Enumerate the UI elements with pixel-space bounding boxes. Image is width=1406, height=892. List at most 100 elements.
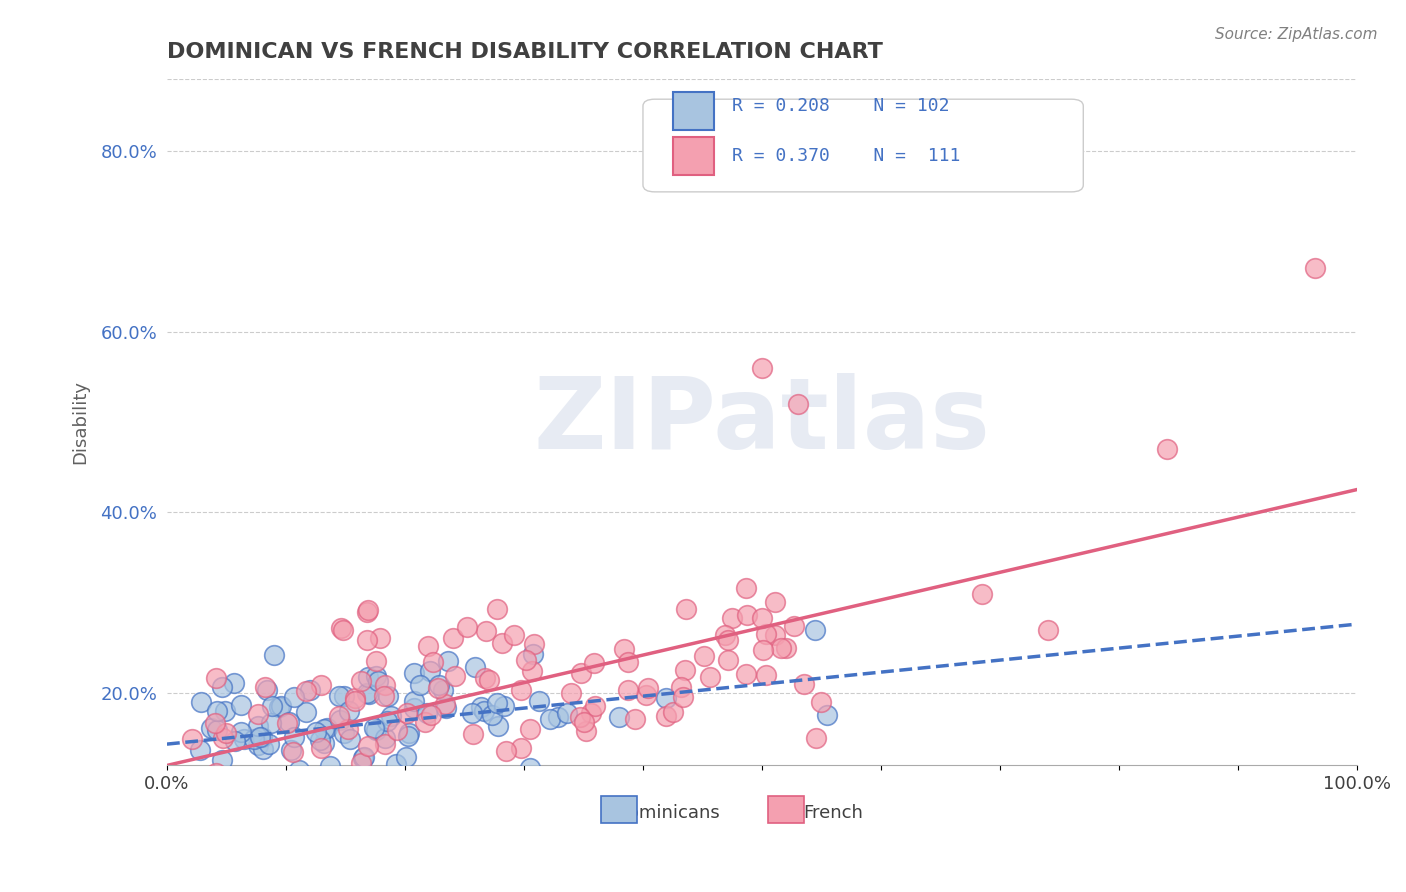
Point <box>495 744 517 758</box>
Point <box>378 794 401 808</box>
Point <box>374 783 396 797</box>
Point <box>309 733 332 747</box>
Point <box>224 774 246 789</box>
Point <box>418 639 440 653</box>
Point <box>270 699 292 714</box>
Point <box>734 666 756 681</box>
Point <box>307 781 329 796</box>
Text: R = 0.370    N =  111: R = 0.370 N = 111 <box>733 147 960 165</box>
Point <box>374 731 396 745</box>
Point <box>333 794 356 808</box>
Point <box>609 710 631 724</box>
Point <box>377 690 399 704</box>
Point <box>207 705 229 719</box>
Point <box>357 687 380 701</box>
Point <box>280 776 302 790</box>
Point <box>775 640 797 655</box>
Y-axis label: Disability: Disability <box>72 380 89 464</box>
Point <box>321 778 343 792</box>
Point <box>494 698 516 713</box>
Point <box>316 721 339 735</box>
Point <box>461 727 484 741</box>
Point <box>280 742 302 756</box>
Point <box>486 697 509 711</box>
FancyBboxPatch shape <box>672 93 714 130</box>
Point <box>385 757 408 772</box>
Point <box>232 732 254 747</box>
Point <box>502 628 524 642</box>
Point <box>489 775 512 789</box>
Point <box>200 721 222 735</box>
Point <box>356 794 378 808</box>
Point <box>420 708 443 723</box>
FancyBboxPatch shape <box>672 137 714 175</box>
Point <box>721 610 744 624</box>
Point <box>669 680 692 694</box>
Text: ZIPatlas: ZIPatlas <box>533 374 990 470</box>
Point <box>298 683 321 698</box>
Point <box>510 683 533 698</box>
Text: R = 0.208    N = 102: R = 0.208 N = 102 <box>733 97 949 115</box>
Point <box>1036 623 1059 637</box>
Point <box>675 601 697 615</box>
Point <box>314 722 336 736</box>
Point <box>339 731 361 746</box>
Point <box>246 706 269 721</box>
FancyBboxPatch shape <box>768 796 804 823</box>
Point <box>522 647 544 661</box>
Point <box>752 643 775 657</box>
Point <box>474 624 496 638</box>
Point <box>568 709 591 723</box>
Point <box>356 632 378 647</box>
Point <box>181 731 204 746</box>
Point <box>481 707 503 722</box>
Point <box>352 750 374 764</box>
Point <box>281 772 304 787</box>
Point <box>343 691 366 706</box>
Point <box>357 670 380 684</box>
Point <box>205 766 228 780</box>
Point <box>803 624 825 638</box>
Point <box>474 671 496 685</box>
Point <box>637 681 659 695</box>
Point <box>699 670 721 684</box>
Point <box>617 655 640 669</box>
Point <box>277 715 299 730</box>
Point <box>655 690 678 705</box>
Point <box>314 735 336 749</box>
Point <box>330 621 353 635</box>
Point <box>395 750 418 764</box>
Point <box>366 723 388 737</box>
Point <box>337 723 360 737</box>
Point <box>288 764 311 778</box>
Point <box>363 721 385 735</box>
Point <box>547 710 569 724</box>
Point <box>249 730 271 744</box>
Point <box>409 678 432 692</box>
Point <box>491 636 513 650</box>
Point <box>472 705 495 719</box>
Point <box>247 738 270 752</box>
Point <box>806 731 828 745</box>
Point <box>243 731 266 746</box>
Point <box>332 623 354 637</box>
Point <box>316 784 339 798</box>
Point <box>366 775 388 789</box>
Point <box>250 730 273 744</box>
Point <box>396 729 419 743</box>
Point <box>398 726 420 740</box>
Point <box>770 641 793 656</box>
Point <box>579 706 602 720</box>
Point <box>356 605 378 619</box>
Point <box>673 663 696 677</box>
Point <box>437 654 460 668</box>
Point <box>763 594 786 608</box>
Point <box>751 611 773 625</box>
Point <box>260 715 283 730</box>
Point <box>755 627 778 641</box>
Point <box>529 694 551 708</box>
Point <box>613 642 636 657</box>
Point <box>519 722 541 736</box>
Point <box>575 724 598 739</box>
Point <box>211 680 233 694</box>
